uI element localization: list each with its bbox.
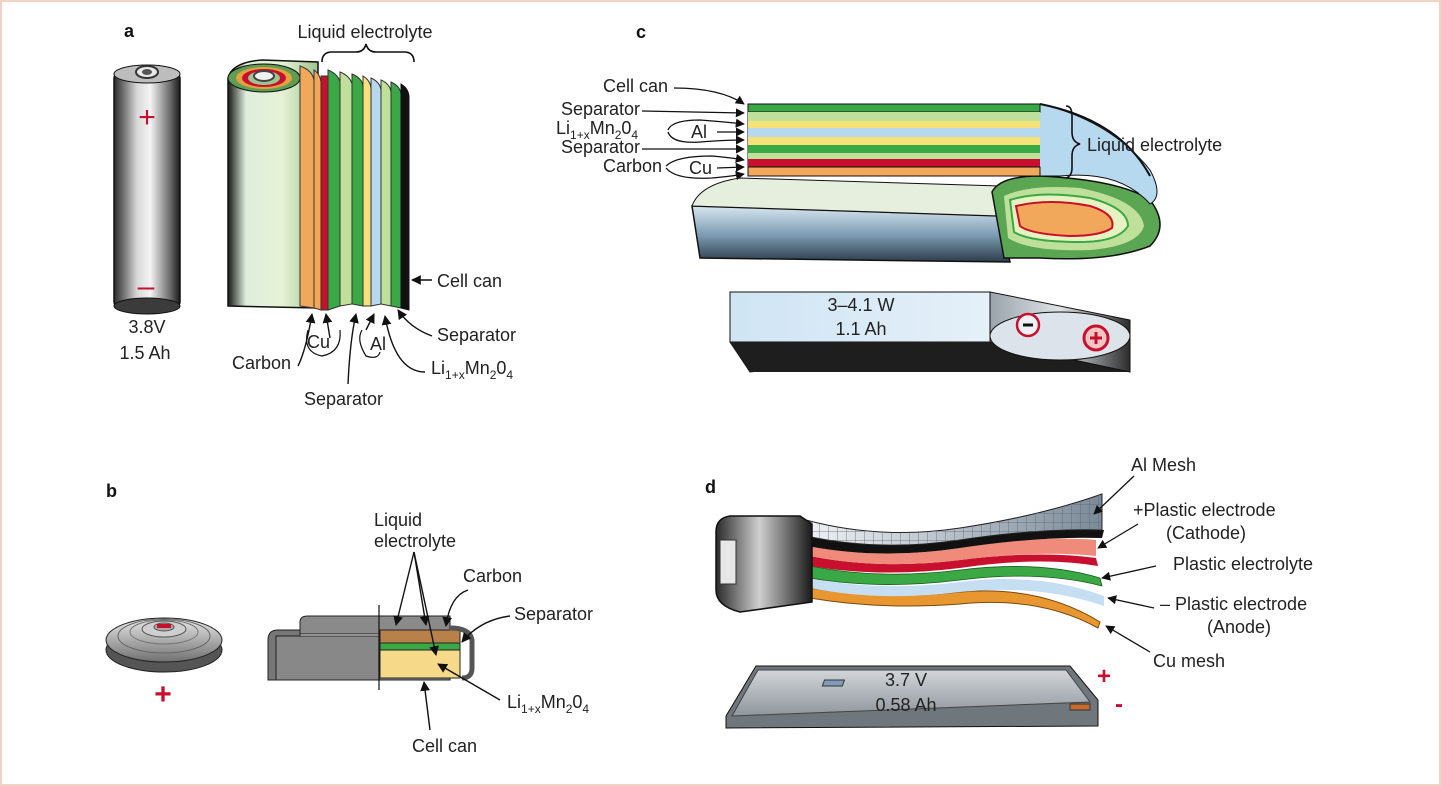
minus-sign: – <box>138 270 155 303</box>
label-liquid-1: Liquid <box>374 510 422 530</box>
panel-c: c Cell can Separator <box>556 22 1222 373</box>
label-b-carbon: Carbon <box>463 566 522 586</box>
coin-cell-cross-section <box>267 605 475 690</box>
label-c-carbon: Carbon <box>603 156 662 176</box>
prismatic-cell-cutaway <box>691 103 1161 263</box>
label-separator-bottom: Separator <box>304 389 383 409</box>
coin-cell <box>105 617 223 673</box>
label-separator-right: Separator <box>437 325 516 345</box>
label-cu: Cu <box>307 332 330 352</box>
panel-letter-b: b <box>106 481 117 501</box>
label-plastic-electrolyte: Plastic electrolyte <box>1173 554 1313 574</box>
prismatic-power: 3–4.1 W <box>827 295 894 315</box>
panel-b: b + Liquid electrolyte Carbon <box>105 481 593 756</box>
label-c-separator-2: Separator <box>561 137 640 157</box>
flexible-polymer-cell <box>715 493 1104 629</box>
panel-letter-c: c <box>636 22 646 42</box>
label-c-cell-can: Cell can <box>603 76 668 96</box>
label-anode-2: (Anode) <box>1207 617 1271 637</box>
pouch-minus-sign: - <box>1115 691 1123 718</box>
pouch-plus-sign: + <box>1097 663 1111 690</box>
label-liquid-electrolyte: Liquid electrolyte <box>297 22 432 42</box>
label-al-mesh: Al Mesh <box>1131 455 1196 475</box>
panel-a: a + – 3.8V 1.5 Ah <box>113 21 516 409</box>
panel-letter-d: d <box>705 477 716 497</box>
label-cathode-1: +Plastic electrode <box>1133 500 1276 520</box>
label-cathode-2: (Cathode) <box>1166 523 1246 543</box>
label-liquid-2: electrolyte <box>374 531 456 551</box>
pouch-battery <box>725 665 1099 729</box>
label-c-liquid-electrolyte: Liquid electrolyte <box>1087 135 1222 155</box>
label-anode-1: – Plastic electrode <box>1160 594 1307 614</box>
label-al: Al <box>370 334 386 354</box>
label-b-cell-can: Cell can <box>412 736 477 756</box>
cylindrical-battery: + – <box>113 64 181 315</box>
coin-plus-sign: + <box>154 678 172 711</box>
pouch-capacity: 0.58 Ah <box>875 695 936 715</box>
label-limn2o4: Li1+xMn204 <box>431 358 513 382</box>
label-b-limn2o4: Li1+xMn204 <box>507 692 589 716</box>
battery-voltage: 3.8V <box>128 317 165 337</box>
label-cell-can: Cell can <box>437 271 502 291</box>
panel-letter-a: a <box>124 21 135 41</box>
label-c-limn2o4: Li1+xMn204 <box>556 118 638 142</box>
cutaway-cylindrical-cell <box>227 59 410 311</box>
panel-d: d Al Mesh +Plastic electrode (Cathode) <box>705 455 1313 729</box>
battery-capacity: 1.5 Ah <box>119 343 170 363</box>
label-b-separator: Separator <box>514 604 593 624</box>
label-carbon: Carbon <box>232 353 291 373</box>
electrolyte-brace <box>321 43 415 63</box>
label-c-al: Al <box>691 122 707 142</box>
pouch-voltage: 3.7 V <box>885 670 927 690</box>
plus-sign: + <box>138 101 156 134</box>
prismatic-capacity: 1.1 Ah <box>835 319 886 339</box>
label-cu-mesh: Cu mesh <box>1153 651 1225 671</box>
prismatic-battery <box>729 291 1131 373</box>
label-c-cu: Cu <box>689 158 712 178</box>
label-c-separator-1: Separator <box>561 99 640 119</box>
